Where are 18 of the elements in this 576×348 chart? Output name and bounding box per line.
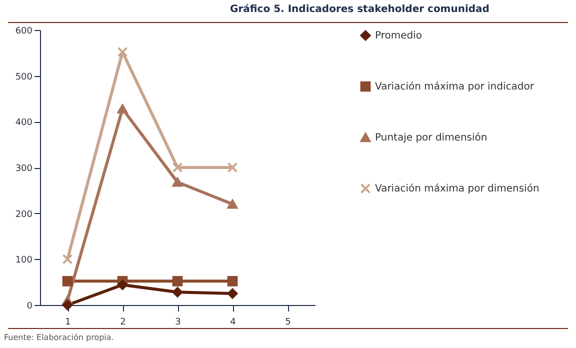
source-note: Fuente: Elaboración propia. xyxy=(4,333,114,342)
y-tick-label: 500 xyxy=(15,72,33,82)
legend-label: Promedio xyxy=(375,30,422,42)
legend-label: Puntaje por dimensión xyxy=(375,132,488,144)
legend-label: Variación máxima por indicador xyxy=(375,82,535,92)
x-tick-label: 4 xyxy=(230,318,236,328)
x-tick-label: 3 xyxy=(175,318,181,328)
y-tick-label: 0 xyxy=(26,302,33,312)
y-tick-label: 300 xyxy=(15,164,33,174)
text: Gráfico 5. Indicadores stakeholder comunidad xyxy=(230,4,490,15)
legend-label: Variación máxima por dimensión xyxy=(375,184,540,194)
y-tick-label: 100 xyxy=(15,256,33,266)
x-tick-label: 1 xyxy=(65,318,71,328)
y-tick-label: 200 xyxy=(15,210,33,220)
y-tick-label: 400 xyxy=(15,118,33,128)
x-tick-label: 2 xyxy=(120,318,126,328)
y-tick-label: 600 xyxy=(15,26,33,36)
x-tick-label: 5 xyxy=(285,318,291,328)
